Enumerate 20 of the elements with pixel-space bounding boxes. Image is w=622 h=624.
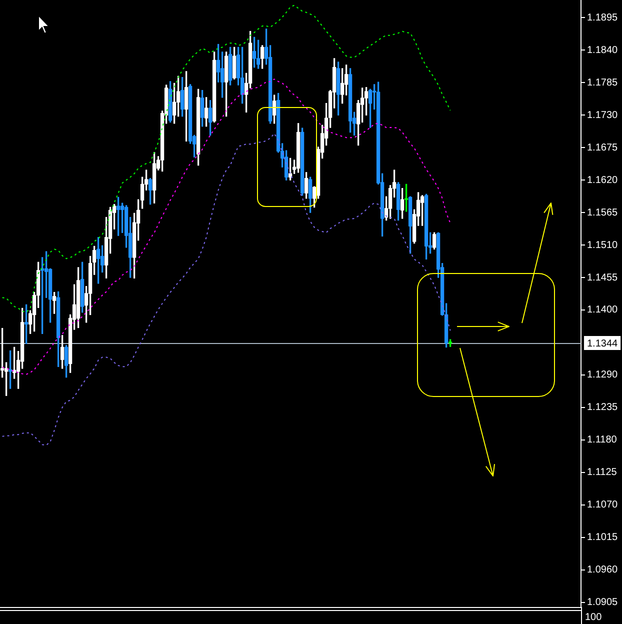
y-tick-label: 1.1730 [587, 110, 618, 121]
ref-line-label: 1.1344 [587, 338, 618, 350]
y-tick-label: 1.1620 [587, 174, 618, 186]
y-tick-label: 1.1565 [587, 207, 618, 218]
y-tick-label: 1.1180 [587, 434, 618, 446]
y-tick-label: 1.1015 [587, 532, 618, 544]
y-tick-label: 1.1235 [587, 402, 618, 414]
y-tick-label: 1.1840 [587, 44, 618, 56]
y-tick-label: 1.1785 [587, 77, 618, 88]
y-tick-label: 1.1455 [587, 272, 618, 284]
y-tick-label: 1.0960 [587, 564, 618, 576]
y-tick-label: 1.1510 [587, 240, 618, 251]
text: 100 [585, 612, 602, 623]
y-tick-label: 1.1290 [587, 370, 618, 381]
y-tick-label: 1.1070 [587, 500, 618, 511]
y-tick-label: 1.0905 [587, 597, 618, 608]
y-tick-label: 1.1895 [587, 12, 618, 24]
y-tick-label: 1.1125 [587, 467, 618, 478]
y-tick-label: 1.1675 [587, 142, 618, 154]
y-tick-label: 1.1400 [587, 304, 618, 316]
